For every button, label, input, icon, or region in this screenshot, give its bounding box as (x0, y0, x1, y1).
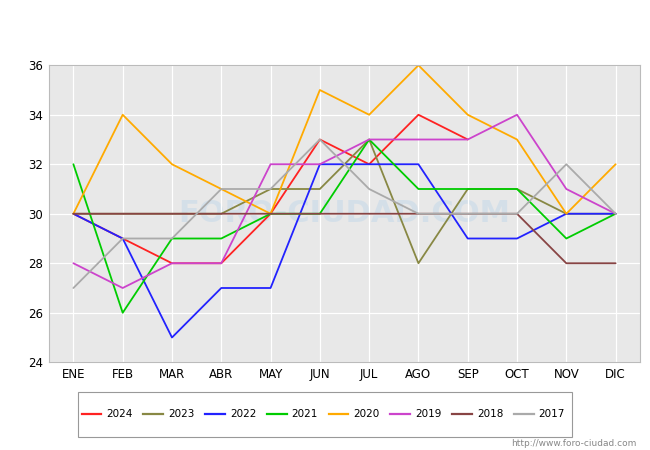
Text: 2022: 2022 (230, 409, 256, 419)
Text: 2024: 2024 (107, 409, 133, 419)
Text: Afiliados en Riofrío a 30/9/2024: Afiliados en Riofrío a 30/9/2024 (194, 14, 456, 32)
Text: 2020: 2020 (354, 409, 380, 419)
Text: 2018: 2018 (477, 409, 503, 419)
Text: FORO-CIUDAD.COM: FORO-CIUDAD.COM (179, 199, 510, 228)
Text: 2017: 2017 (539, 409, 565, 419)
Text: 2023: 2023 (168, 409, 194, 419)
Text: http://www.foro-ciudad.com: http://www.foro-ciudad.com (512, 439, 637, 448)
Text: 2021: 2021 (292, 409, 318, 419)
Text: 2019: 2019 (415, 409, 441, 419)
